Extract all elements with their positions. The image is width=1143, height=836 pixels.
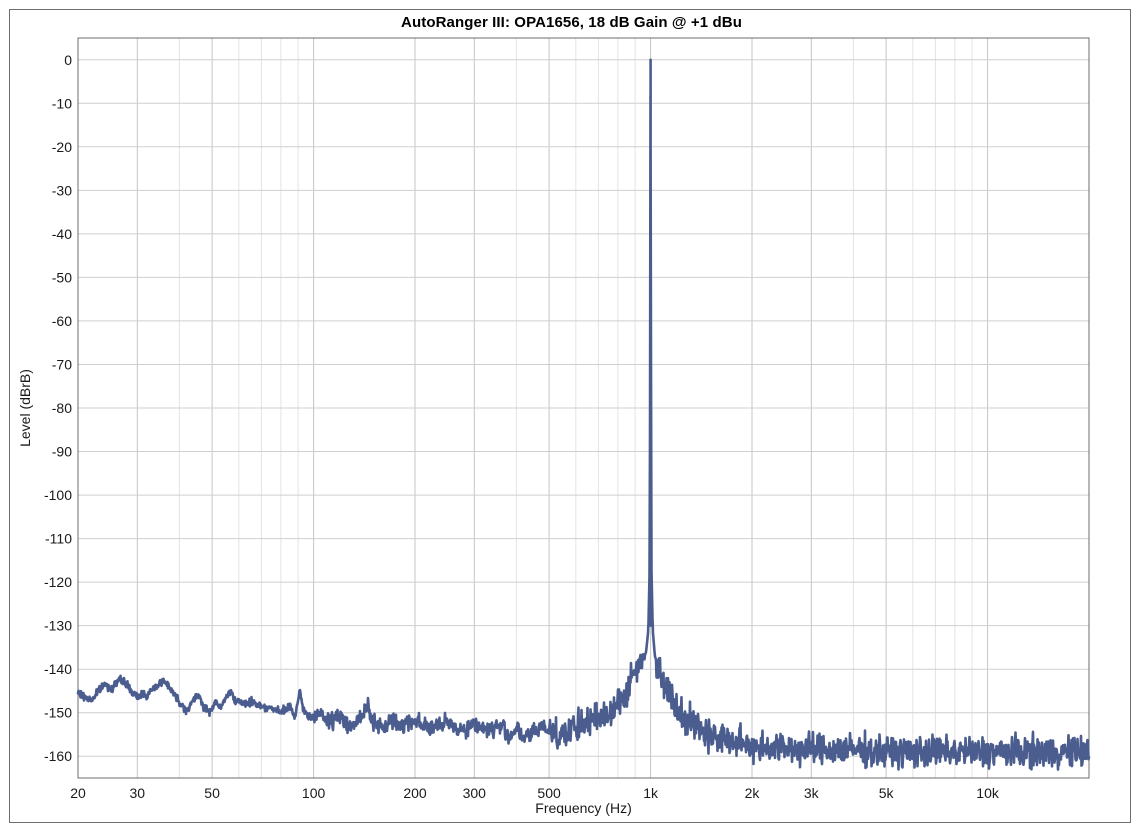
- x-axis: 20 30 50 100 200 300 500 1k 2k 3k 5k 10k: [70, 785, 1000, 801]
- x-tick-label: 2k: [745, 785, 761, 801]
- series-line: [76, 58, 1091, 771]
- x-axis-label: Frequency (Hz): [535, 800, 631, 816]
- y-tick-label: 0: [64, 52, 72, 68]
- x-tick-label: 50: [204, 785, 220, 801]
- x-tick-label: 200: [403, 785, 427, 801]
- chart-title: AutoRanger III: OPA1656, 18 dB Gain @ +1…: [401, 14, 742, 31]
- plot-area: [77, 37, 1090, 779]
- y-tick-label: -120: [44, 574, 72, 590]
- y-tick-label: -50: [52, 269, 72, 285]
- x-tick-label: 300: [463, 785, 487, 801]
- x-tick-label: 3k: [804, 785, 820, 801]
- y-axis-label: Level (dBrB): [17, 369, 33, 447]
- y-axis: 0 -10 -20 -30 -40 -50 -60 -70 -80 -90 -100 -110 -120…: [44, 52, 72, 764]
- y-tick-label: -140: [44, 661, 72, 677]
- x-tick-label: 10k: [976, 785, 1000, 801]
- major-gridlines: [77, 38, 1089, 778]
- y-tick-label: -100: [44, 487, 72, 503]
- chart-frame: [9, 9, 1131, 823]
- x-tick-label: 30: [130, 785, 146, 801]
- y-tick-label: -150: [44, 705, 72, 721]
- y-tick-label: -30: [52, 182, 72, 198]
- x-tick-label: 1k: [643, 785, 659, 801]
- y-tick-label: -160: [44, 748, 72, 764]
- y-tick-label: -80: [52, 400, 72, 416]
- y-tick-label: -90: [52, 444, 72, 460]
- y-tick-label: -60: [52, 313, 72, 329]
- x-tick-label: 5k: [879, 785, 895, 801]
- y-tick-label: -110: [45, 531, 72, 547]
- x-tick-label: 20: [70, 785, 86, 801]
- y-tick-label: -70: [52, 357, 72, 373]
- x-tick-label: 500: [537, 785, 561, 801]
- y-tick-label: -130: [44, 618, 72, 634]
- y-tick-label: -10: [52, 95, 72, 111]
- y-tick-label: -20: [52, 139, 72, 155]
- y-tick-label: -40: [52, 226, 72, 242]
- x-tick-label: 100: [302, 785, 326, 801]
